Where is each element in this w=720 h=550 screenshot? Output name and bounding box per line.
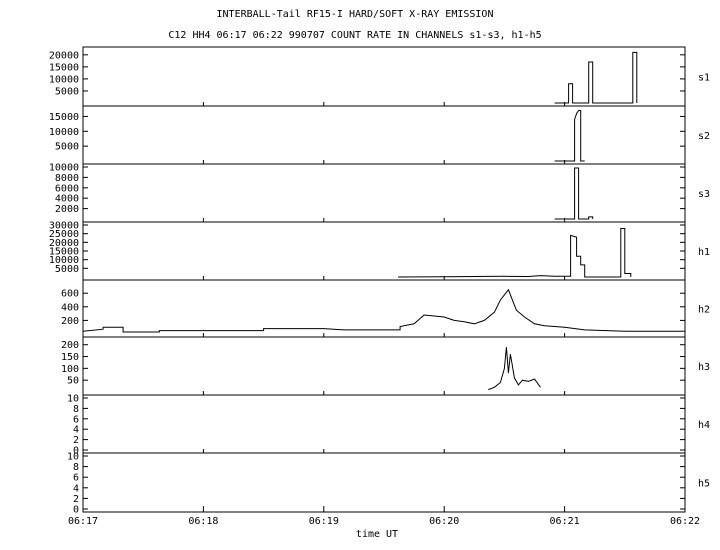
channel-label: s2 <box>698 131 710 142</box>
y-tick-label: 20000 <box>49 50 79 61</box>
y-tick-label: 8 <box>73 462 79 473</box>
series-line-s1 <box>554 51 638 104</box>
channel-label: s3 <box>698 189 710 200</box>
channel-label: h4 <box>698 420 710 431</box>
x-tick-label: 06:18 <box>188 516 218 527</box>
x-axis-label: time UT <box>356 529 398 540</box>
channel-label: h2 <box>698 305 710 316</box>
y-tick-label: 2 <box>73 494 79 505</box>
y-tick-label: 15000 <box>49 247 79 258</box>
y-tick-label: 10000 <box>49 127 79 138</box>
y-tick-label: 4 <box>73 483 79 494</box>
y-tick-label: 10000 <box>49 74 79 85</box>
y-tick-label: 15000 <box>49 62 79 73</box>
y-tick-label: 6 <box>73 473 79 484</box>
x-tick-label: 06:20 <box>429 516 459 527</box>
y-tick-label: 15000 <box>49 112 79 123</box>
x-tick-label: 06:19 <box>309 516 339 527</box>
panel-frame <box>82 46 686 107</box>
y-tick-label: 4 <box>73 425 79 436</box>
y-tick-label: 150 <box>61 352 79 363</box>
y-tick-label: 8 <box>73 404 79 415</box>
y-tick-label: 6 <box>73 414 79 425</box>
y-tick-label: 600 <box>61 289 79 300</box>
y-tick-label: 8000 <box>55 173 79 184</box>
y-tick-label: 200 <box>61 316 79 327</box>
panel-frame <box>82 279 686 338</box>
x-axis: 06:17 06:18 06:19 06:20 06:21 06:22 time UT <box>68 102 700 540</box>
y-tick-label: 25000 <box>49 229 79 240</box>
y-tick-label: 30000 <box>49 221 79 232</box>
panel-frame <box>82 105 686 165</box>
panel-frame <box>82 452 686 513</box>
x-tick-label: 06:17 <box>68 516 98 527</box>
x-tick-label: 06:21 <box>550 516 580 527</box>
x-tick-label: 06:22 <box>670 516 700 527</box>
chart-title: INTERBALL-Tail RF15-I HARD/SOFT X-RAY EM… <box>217 9 494 20</box>
panel-h2: 600 400 200 h2 <box>61 279 710 338</box>
panel-frame <box>82 394 686 454</box>
series-line-h3 <box>488 347 541 391</box>
panel-frame <box>82 221 686 281</box>
y-tick-label: 5000 <box>55 86 79 97</box>
y-tick-label: 0 <box>73 505 79 516</box>
series-line-s3 <box>554 167 594 220</box>
y-tick-label: 10000 <box>49 163 79 174</box>
y-tick-label: 100 <box>61 364 79 375</box>
chart-subtitle: C12 HH4 06:17 06:22 990707 COUNT RATE IN… <box>168 30 541 41</box>
y-tick-label: 5000 <box>55 264 79 275</box>
panel-s2: 15000 10000 5000 s2 <box>49 105 710 165</box>
panel-frame <box>82 163 686 223</box>
panels: 2000015000100005000s115000100005000s2100… <box>49 46 710 516</box>
channel-label: s1 <box>698 73 710 84</box>
channel-label: h1 <box>698 247 710 258</box>
series-line-h2 <box>82 288 685 333</box>
y-tick-label: 5000 <box>55 142 79 153</box>
series-line-h1 <box>397 228 632 278</box>
y-tick-label: 50 <box>67 376 79 387</box>
y-tick-label: 6000 <box>55 183 79 194</box>
y-tick-label: 0 <box>73 446 79 457</box>
y-tick-label: 2000 <box>55 204 79 215</box>
y-tick-label: 4000 <box>55 194 79 205</box>
y-tick-label: 10000 <box>49 255 79 266</box>
y-tick-label: 2 <box>73 435 79 446</box>
panel-frame <box>82 336 686 396</box>
channel-label: h5 <box>698 479 710 490</box>
channel-label: h3 <box>698 362 710 373</box>
y-tick-label: 400 <box>61 302 79 313</box>
y-tick-label: 200 <box>61 340 79 351</box>
y-tick-label: 10 <box>67 452 79 463</box>
y-tick-label: 10 <box>67 394 79 405</box>
series-line-s2 <box>554 110 585 162</box>
y-tick-label: 20000 <box>49 238 79 249</box>
